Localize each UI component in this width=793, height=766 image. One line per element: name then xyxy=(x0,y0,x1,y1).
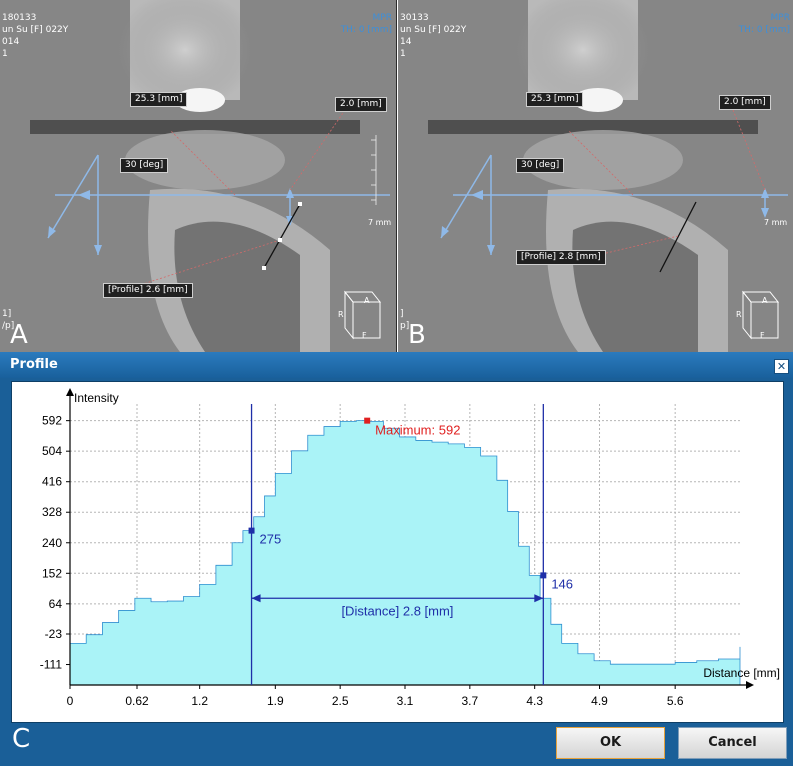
x-tick-label: 4.3 xyxy=(526,694,543,708)
patient-name: un Su [F] 022Y xyxy=(400,25,467,35)
profile-dialog: Profile ✕ 0 0.62 1.2 1.9 2.5 3.1 3.7 4.3 4.9 5.6 5… xyxy=(0,352,793,766)
profile-area xyxy=(69,420,741,686)
y-tick-label: -23 xyxy=(45,627,63,641)
overlay-bottom-2: /p] xyxy=(2,321,15,331)
profile-measurement[interactable]: [Profile] 2.6 [mm] xyxy=(103,283,193,298)
study-info: 014 xyxy=(2,37,20,47)
length-measurement[interactable]: 25.3 [mm] xyxy=(526,92,584,107)
cube-label-a: A xyxy=(364,296,370,305)
x-tick-label: 1.9 xyxy=(267,694,284,708)
y-tick-label: 504 xyxy=(42,444,62,458)
marker-label: 146 xyxy=(551,576,573,591)
y-tick-label: 328 xyxy=(42,505,62,519)
width-measurement[interactable]: 2.0 [mm] xyxy=(335,97,387,112)
profile-measurement[interactable]: [Profile] 2.8 [mm] xyxy=(516,250,606,265)
y-tick-label: -111 xyxy=(40,658,63,672)
view-mode: MPR xyxy=(372,13,392,23)
panel-letter-c: C xyxy=(12,724,31,754)
cube-label-r: R xyxy=(736,310,742,319)
x-axis-arrow xyxy=(746,681,754,689)
orientation-cube xyxy=(343,290,382,340)
y-tick-label: 240 xyxy=(42,536,62,550)
x-tick-label: 0 xyxy=(67,694,74,708)
series-info: 1 xyxy=(400,49,406,59)
ct-image-b xyxy=(398,0,793,352)
x-tick-label: 5.6 xyxy=(667,694,684,708)
overlay-bottom-1: ] xyxy=(400,309,404,319)
marker-point xyxy=(540,572,547,579)
cube-label-r: R xyxy=(338,310,344,319)
orientation-cube-b xyxy=(741,290,780,340)
y-tick-label: 152 xyxy=(42,566,62,580)
x-tick-label: 3.7 xyxy=(461,694,478,708)
patient-id: 180133 xyxy=(2,13,37,23)
slice-thickness: TH: 0 [mm] xyxy=(738,25,790,35)
panel-letter-b: B xyxy=(408,320,426,350)
viewport-b[interactable]: 30133 un Su [F] 022Y 14 1 MPR TH: 0 [mm]… xyxy=(398,0,793,352)
x-tick-label: 1.2 xyxy=(191,694,208,708)
panel-letter-a: A xyxy=(10,320,28,350)
dialog-title: Profile xyxy=(10,357,58,372)
maximum-point xyxy=(364,417,371,424)
scale-label: 7 mm xyxy=(764,218,788,227)
y-tick-label: 592 xyxy=(42,414,62,428)
x-tick-label: 0.62 xyxy=(125,694,149,708)
cube-label-a: A xyxy=(762,296,768,305)
angle-measurement[interactable]: 30 [deg] xyxy=(516,158,565,173)
series-info: 1 xyxy=(2,49,8,59)
marker-label: 275 xyxy=(260,532,282,547)
cube-label-f: F xyxy=(760,331,765,340)
distance-label: [Distance] 2.8 [mm] xyxy=(341,603,453,618)
close-icon[interactable]: ✕ xyxy=(774,359,789,374)
distance-arrow-right xyxy=(534,594,544,603)
scale-label: 7 mm xyxy=(368,218,392,227)
y-tick-label: 416 xyxy=(42,475,62,489)
study-info: 14 xyxy=(400,37,412,47)
overlay-bottom-2: p] xyxy=(400,321,410,331)
x-tick-label: 3.1 xyxy=(397,694,414,708)
angle-measurement[interactable]: 30 [deg] xyxy=(120,158,169,173)
marker-point xyxy=(248,527,255,534)
x-tick-label: 4.9 xyxy=(591,694,608,708)
patient-name: un Su [F] 022Y xyxy=(2,25,69,35)
width-measurement[interactable]: 2.0 [mm] xyxy=(719,95,771,110)
slice-thickness: TH: 0 [mm] xyxy=(340,25,392,35)
distance-arrow-left xyxy=(251,594,261,603)
y-axis-label: Intensity xyxy=(74,391,119,405)
y-tick-label: 64 xyxy=(49,597,63,611)
patient-id: 30133 xyxy=(400,13,429,23)
length-measurement[interactable]: 25.3 [mm] xyxy=(130,92,188,107)
viewport-a[interactable]: 180133 un Su [F] 022Y 014 1 MPR TH: 0 [m… xyxy=(0,0,397,352)
dialog-titlebar[interactable]: Profile ✕ xyxy=(0,352,793,378)
ok-button[interactable]: OK xyxy=(556,727,665,759)
x-tick-label: 2.5 xyxy=(332,694,349,708)
cube-label-f: F xyxy=(362,331,367,340)
view-mode: MPR xyxy=(770,13,790,23)
overlay-bottom-1: 1] xyxy=(2,309,12,319)
y-axis-arrow xyxy=(66,388,74,396)
profile-chart-area: 0 0.62 1.2 1.9 2.5 3.1 3.7 4.3 4.9 5.6 592 504 416 32… xyxy=(11,381,784,723)
x-axis-label: Distance [mm] xyxy=(703,666,780,680)
maximum-label: Maximum: 592 xyxy=(375,423,460,438)
cancel-button[interactable]: Cancel xyxy=(678,727,787,759)
ct-image-a xyxy=(0,0,396,352)
profile-chart: 0 0.62 1.2 1.9 2.5 3.1 3.7 4.3 4.9 5.6 592 504 416 32… xyxy=(40,388,780,708)
